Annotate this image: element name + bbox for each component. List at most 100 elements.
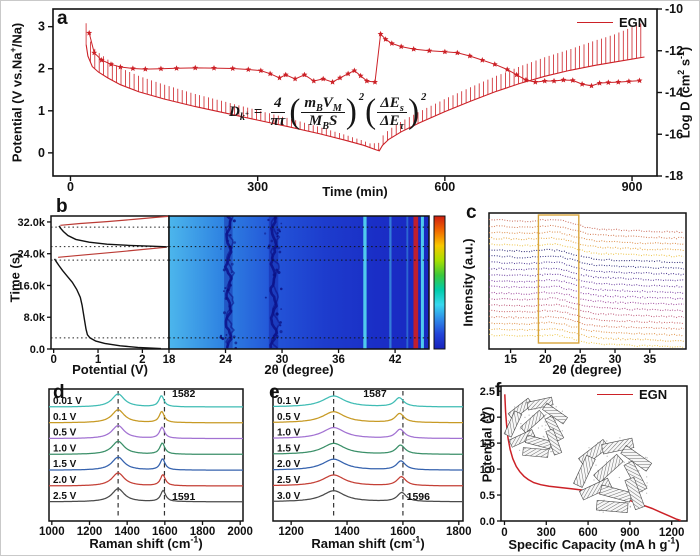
panel-a-ylabel-right: Log D (cm2 s-1) (676, 46, 693, 139)
svg-text:1600: 1600 (390, 526, 416, 538)
svg-text:3: 3 (38, 20, 45, 34)
svg-text:600: 600 (578, 527, 597, 539)
svg-text:30: 30 (609, 354, 622, 366)
svg-text:16.0k: 16.0k (17, 280, 45, 292)
paren-close: ) (345, 93, 357, 132)
svg-text:32.0k: 32.0k (17, 217, 45, 229)
svg-text:30: 30 (276, 354, 289, 366)
svg-text:2: 2 (38, 62, 45, 76)
svg-text:24.0k: 24.0k (17, 249, 45, 261)
svg-text:1600: 1600 (152, 526, 178, 538)
legend-line-egn (577, 22, 613, 23)
panel-f-xlabel: Specific Capacity (mA h g-1) (508, 535, 680, 552)
svg-text:0.1 V: 0.1 V (277, 396, 301, 407)
legend-label-egn: EGN (639, 387, 668, 402)
panel-d-xlabel: Raman shift (cm-1) (89, 534, 203, 551)
svg-text:900: 900 (622, 180, 643, 194)
svg-text:1: 1 (38, 104, 45, 118)
svg-text:-16: -16 (665, 127, 683, 141)
paren-close: ) (408, 93, 420, 132)
svg-text:0.01 V: 0.01 V (53, 396, 82, 407)
panel-f-chart: 0 300 600 900 1200 0.0 0.5 1.0 1.5 2.0 2.5 (480, 385, 688, 539)
panel-c-ylabel: Intensity (a.u.) (460, 238, 476, 327)
panel-a-label: a (57, 8, 68, 29)
nanosheet-cluster-right (573, 437, 653, 513)
legend-line-egn (597, 394, 633, 395)
panel-a-legend: EGN (577, 15, 647, 30)
svg-text:900: 900 (620, 527, 639, 539)
legend-label-egn: EGN (619, 15, 648, 30)
svg-text:1591: 1591 (172, 491, 196, 503)
svg-text:0.0: 0.0 (30, 344, 45, 356)
svg-text:18: 18 (163, 354, 176, 366)
panel-f-label: f (495, 380, 502, 401)
formula-frac3: ΔEs ΔEτ (377, 95, 407, 132)
svg-text:1: 1 (95, 354, 102, 366)
panel-b-xlabel-2theta: 2θ (degree) (264, 362, 334, 377)
svg-text:0: 0 (38, 146, 45, 160)
svg-text:1200: 1200 (278, 526, 304, 538)
svg-text:1400: 1400 (114, 526, 140, 538)
panel-b-ylabel: Time (s) (7, 252, 23, 303)
svg-text:0.5 V: 0.5 V (53, 428, 77, 439)
svg-text:0.5: 0.5 (480, 490, 495, 502)
svg-text:2.5 V: 2.5 V (53, 491, 77, 502)
panel-b-xlabel-potential: Potential (V) (72, 362, 148, 377)
svg-text:2.0: 2.0 (480, 412, 495, 424)
svg-text:1800: 1800 (190, 526, 216, 538)
svg-text:2.5 V: 2.5 V (277, 475, 301, 486)
svg-text:36: 36 (332, 354, 345, 366)
svg-text:300: 300 (537, 527, 556, 539)
panel-f-legend: EGN (597, 387, 667, 402)
panel-e-chart: 1200 1400 1600 1800 0.1 V 0.5 V 1.0 V 1.5 V 2.0 … (272, 388, 472, 538)
svg-text:2.0 V: 2.0 V (53, 475, 77, 486)
svg-text:20: 20 (539, 354, 552, 366)
svg-text:0: 0 (67, 180, 74, 194)
panel-b-label: b (56, 196, 68, 217)
svg-text:1800: 1800 (446, 526, 472, 538)
svg-text:42: 42 (389, 354, 402, 366)
diffusion-coefficient-formula: Dk+ = 4 πτ ( mBVM MBS ) 2 ( ΔEs ΔEτ ) 2 (229, 92, 426, 132)
svg-text:-12: -12 (665, 44, 683, 58)
svg-text:1.0 V: 1.0 V (277, 428, 301, 439)
svg-text:2.5: 2.5 (480, 386, 495, 398)
formula-equals: = (253, 104, 263, 121)
panel-c-xlabel: 2θ (degree) (552, 362, 622, 377)
formula-frac2: mBVM MBS (301, 95, 345, 132)
panel-b-chart: 0 1 2 0.0 8.0k 16.0k 24.0k 32.0k 18 24 30 36 42 (17, 215, 446, 366)
svg-text:1000: 1000 (39, 526, 65, 538)
svg-text:300: 300 (247, 180, 268, 194)
svg-text:1200: 1200 (659, 527, 685, 539)
svg-text:-14: -14 (665, 86, 683, 100)
nanosheet-cluster-left (503, 396, 568, 458)
svg-text:1596: 1596 (407, 491, 431, 503)
panel-a-xlabel: Time (min) (322, 184, 388, 199)
svg-text:1587: 1587 (363, 388, 387, 400)
svg-text:1200: 1200 (77, 526, 103, 538)
svg-text:0: 0 (50, 354, 56, 366)
paren-open: ( (365, 93, 377, 132)
svg-text:8.0k: 8.0k (24, 312, 46, 324)
svg-text:0: 0 (501, 527, 507, 539)
svg-text:1.5: 1.5 (480, 438, 495, 450)
svg-text:1.0: 1.0 (480, 464, 495, 476)
svg-text:3.0 V: 3.0 V (277, 491, 301, 502)
panel-a-chart: 0 300 600 900 0 1 2 3 -10 -12 -14 -16 -18 (38, 2, 683, 194)
panel-f-ylabel: Potential (V) (479, 406, 495, 483)
formula-frac1: 4 πτ (270, 95, 286, 130)
svg-text:1.5 V: 1.5 V (277, 443, 301, 454)
svg-text:1.0 V: 1.0 V (53, 443, 77, 454)
svg-text:35: 35 (643, 354, 656, 366)
panel-c-label: c (466, 202, 477, 223)
svg-text:1400: 1400 (334, 526, 360, 538)
svg-text:1582: 1582 (172, 388, 196, 400)
formula-exponent-1: 2 (358, 92, 365, 104)
panel-e-label: e (269, 382, 280, 403)
svg-text:2000: 2000 (227, 526, 253, 538)
svg-text:600: 600 (434, 180, 455, 194)
svg-text:0.5 V: 0.5 V (277, 412, 301, 423)
svg-text:24: 24 (219, 354, 232, 366)
panel-e-xlabel: Raman shift (cm-1) (311, 534, 425, 551)
svg-text:1.5 V: 1.5 V (53, 459, 77, 470)
panel-c-chart: 15 20 25 30 35 (488, 212, 687, 366)
